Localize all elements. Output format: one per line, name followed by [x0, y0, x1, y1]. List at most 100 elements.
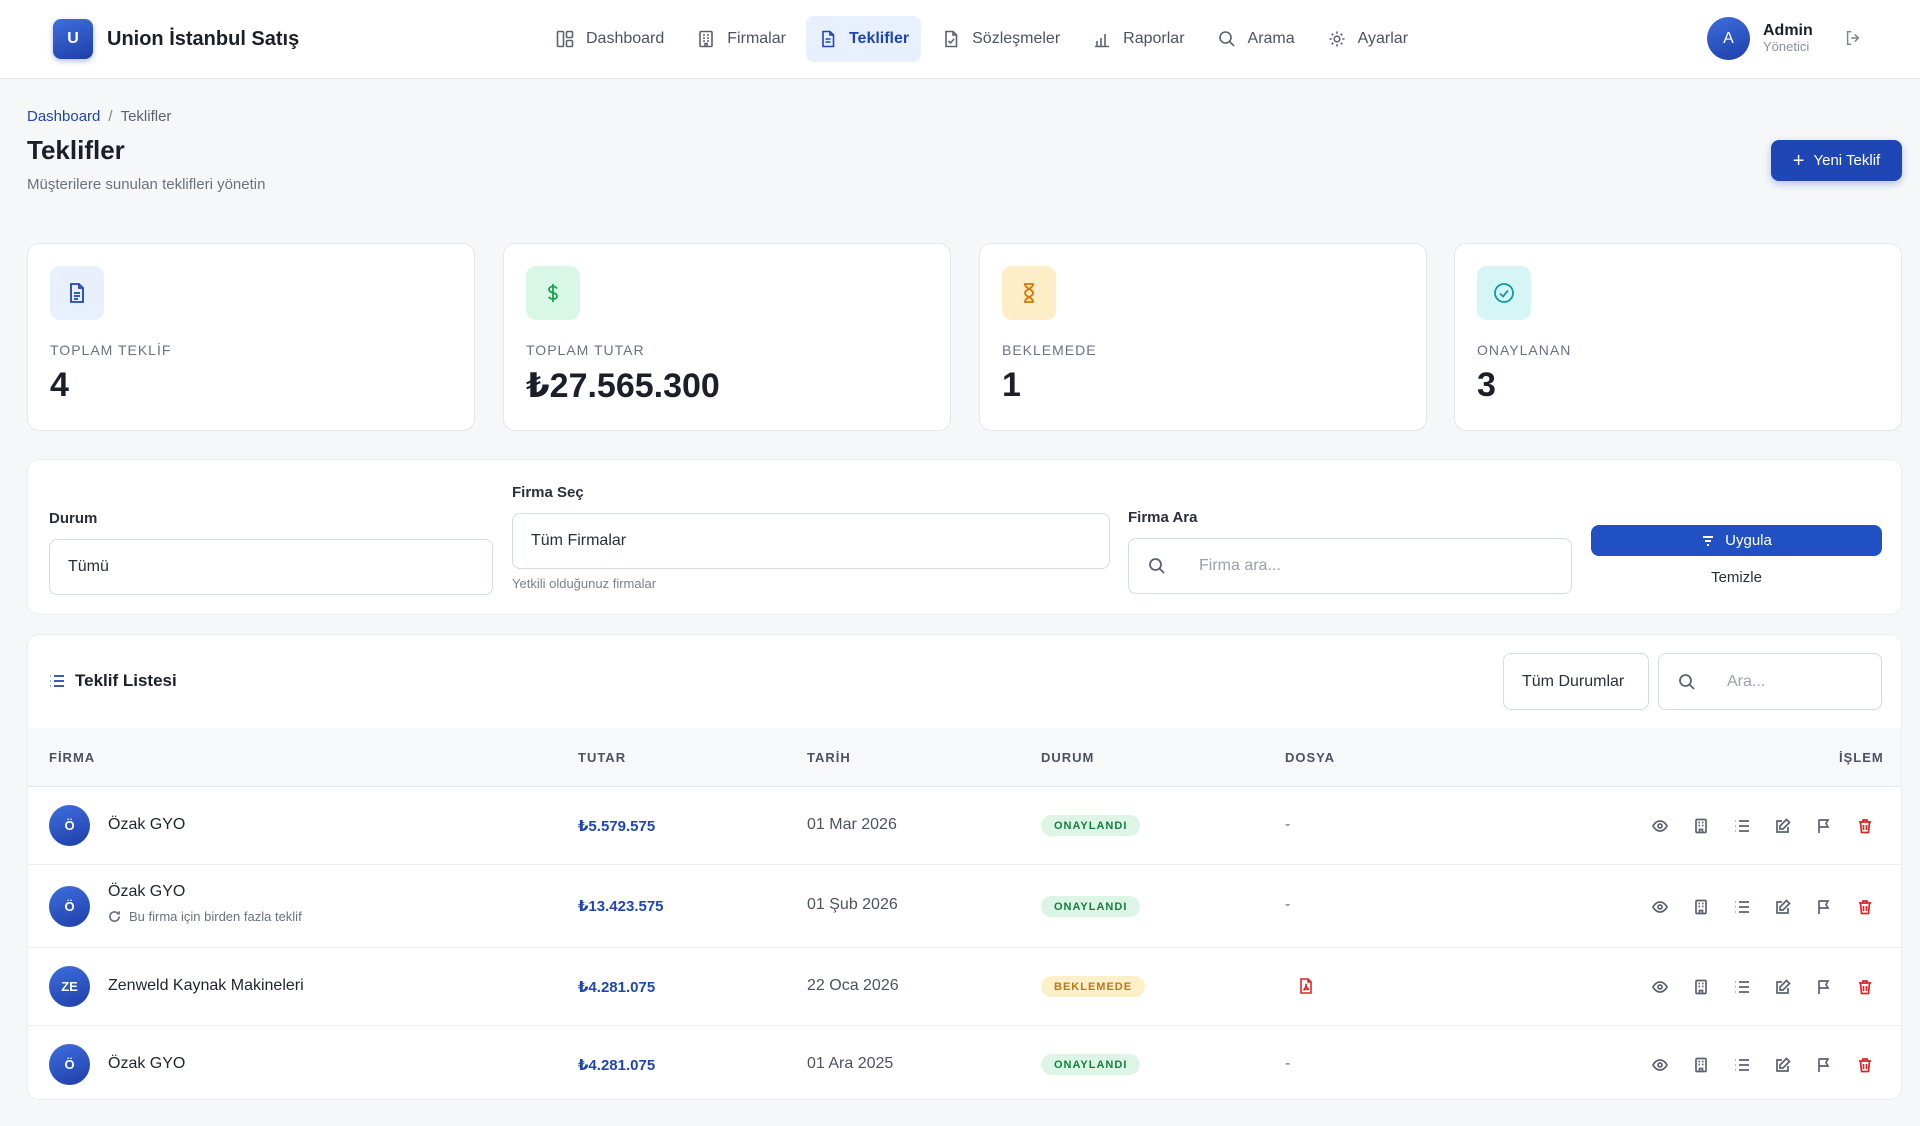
- pdf-icon[interactable]: [1299, 978, 1315, 994]
- gear-icon: [1329, 31, 1345, 47]
- stat-card-total-offers: TOPLAM TEKLİF 4: [27, 243, 475, 431]
- logout-button[interactable]: [1844, 29, 1864, 49]
- search-icon: [1149, 558, 1165, 574]
- eye-icon: [1652, 901, 1668, 913]
- user-menu[interactable]: A Admin Yönetici: [1707, 17, 1813, 60]
- flag-button[interactable]: [1813, 976, 1835, 998]
- table-row[interactable]: Ö Özak GYO ₺4.281.075 01 Ara 2025 ONAYLA…: [28, 1026, 1901, 1099]
- trash-icon: [1859, 819, 1871, 834]
- table-row[interactable]: Ö Özak GYO ₺5.579.575 01 Mar 2026 ONAYLA…: [28, 787, 1901, 865]
- breadcrumb-current: Teklifler: [120, 108, 172, 125]
- company-button[interactable]: [1690, 976, 1712, 998]
- status-select[interactable]: Tümü: [49, 539, 493, 595]
- company-avatar: ZE: [49, 966, 90, 1007]
- delete-button[interactable]: [1854, 976, 1876, 998]
- offer-list-panel: Teklif Listesi Tüm Durumlar Ara... FİRMA…: [27, 634, 1902, 1100]
- column-header-company[interactable]: FİRMA: [49, 750, 96, 765]
- nav-arama[interactable]: Arama: [1205, 16, 1307, 62]
- eye-icon: [1652, 981, 1668, 993]
- status-badge: BEKLEMEDE: [1041, 976, 1146, 997]
- column-header-status[interactable]: DURUM: [1041, 750, 1095, 765]
- delete-button[interactable]: [1854, 1054, 1876, 1076]
- new-offer-button[interactable]: + Yeni Teklif: [1771, 140, 1902, 181]
- edit-button[interactable]: [1772, 815, 1794, 837]
- file-value: -: [1285, 896, 1291, 913]
- edit-button[interactable]: [1772, 1054, 1794, 1076]
- status-badge: ONAYLANDI: [1041, 1054, 1141, 1075]
- edit-icon: [1776, 818, 1791, 833]
- refresh-icon: [109, 911, 120, 923]
- table-row[interactable]: Ö Özak GYO Bu firma için birden fazla te…: [28, 865, 1901, 948]
- column-header-amount[interactable]: TUTAR: [578, 750, 627, 765]
- items-button[interactable]: [1731, 976, 1753, 998]
- nav-firmalar[interactable]: Firmalar: [684, 16, 798, 62]
- view-button[interactable]: [1649, 976, 1671, 998]
- company-name[interactable]: Özak GYO: [108, 816, 186, 833]
- flag-icon: [1818, 819, 1830, 833]
- new-offer-label: Yeni Teklif: [1813, 152, 1881, 169]
- flag-button[interactable]: [1813, 1054, 1835, 1076]
- company-name[interactable]: Özak GYO: [108, 1055, 186, 1072]
- clear-filter-button[interactable]: Temizle: [1711, 569, 1762, 586]
- flag-icon: [1818, 980, 1830, 994]
- building-icon: [1695, 899, 1707, 915]
- items-button[interactable]: [1731, 815, 1753, 837]
- flag-button[interactable]: [1813, 896, 1835, 918]
- view-button[interactable]: [1649, 896, 1671, 918]
- table-search-input[interactable]: Ara...: [1658, 653, 1882, 710]
- nav-dashboard[interactable]: Dashboard: [543, 16, 676, 62]
- nav-label: Teklifler: [848, 30, 910, 47]
- flag-icon: [1818, 1058, 1830, 1072]
- apply-filter-button[interactable]: Uygula: [1591, 525, 1882, 556]
- items-button[interactable]: [1731, 1054, 1753, 1076]
- company-select[interactable]: Tüm Firmalar: [512, 513, 1110, 569]
- company-name[interactable]: Özak GYO: [108, 883, 186, 900]
- nav-label: Dashboard: [586, 30, 665, 47]
- company-search-input[interactable]: Firma ara...: [1128, 538, 1572, 594]
- document-icon: [822, 30, 835, 48]
- company-button[interactable]: [1690, 815, 1712, 837]
- file-value: -: [1285, 816, 1291, 833]
- company-button[interactable]: [1690, 1054, 1712, 1076]
- edit-icon: [1776, 1057, 1791, 1072]
- page-title: Teklifler: [27, 135, 125, 165]
- company-select-hint: Yetkili olduğunuz firmalar: [512, 576, 657, 591]
- company-avatar: Ö: [49, 886, 90, 927]
- edit-button[interactable]: [1772, 976, 1794, 998]
- row-note-text: Bu firma için birden fazla teklif: [129, 909, 302, 924]
- plus-icon: +: [1792, 149, 1805, 172]
- items-button[interactable]: [1731, 896, 1753, 918]
- status-dropdown[interactable]: Tüm Durumlar: [1503, 653, 1649, 710]
- nav-label: Raporlar: [1123, 30, 1185, 47]
- row-actions: [1649, 1054, 1876, 1076]
- nav-sozlesmeler[interactable]: Sözleşmeler: [929, 16, 1072, 62]
- view-button[interactable]: [1649, 815, 1671, 837]
- view-button[interactable]: [1649, 1054, 1671, 1076]
- list-icon: [1735, 901, 1749, 913]
- nav-raporlar[interactable]: Raporlar: [1080, 16, 1196, 62]
- company-name[interactable]: Zenweld Kaynak Makineleri: [108, 977, 304, 994]
- column-header-action: İŞLEM: [1839, 750, 1884, 765]
- brand-name: Union İstanbul Satış: [107, 27, 300, 50]
- row-actions: [1649, 815, 1876, 837]
- row-note: Bu firma için birden fazla teklif: [108, 909, 302, 924]
- building-icon: [1695, 1057, 1707, 1073]
- table-row[interactable]: ZE Zenweld Kaynak Makineleri ₺4.281.075 …: [28, 948, 1901, 1026]
- flag-button[interactable]: [1813, 815, 1835, 837]
- edit-button[interactable]: [1772, 896, 1794, 918]
- column-header-date[interactable]: TARİH: [807, 750, 851, 765]
- nav-ayarlar[interactable]: Ayarlar: [1315, 16, 1420, 62]
- breadcrumb-link-dashboard[interactable]: Dashboard: [27, 108, 101, 125]
- stat-label: ONAYLANAN: [1477, 342, 1572, 358]
- document-icon: [50, 266, 104, 320]
- column-header-file: DOSYA: [1285, 750, 1336, 765]
- nav-teklifler[interactable]: Teklifler: [805, 16, 922, 62]
- edit-icon: [1776, 979, 1791, 994]
- table-title: Teklif Listesi: [49, 671, 177, 691]
- delete-button[interactable]: [1854, 896, 1876, 918]
- delete-button[interactable]: [1854, 815, 1876, 837]
- brand[interactable]: U Union İstanbul Satış: [53, 19, 299, 59]
- company-button[interactable]: [1690, 896, 1712, 918]
- nav-label: Sözleşmeler: [972, 30, 1061, 47]
- company-avatar: Ö: [49, 805, 90, 846]
